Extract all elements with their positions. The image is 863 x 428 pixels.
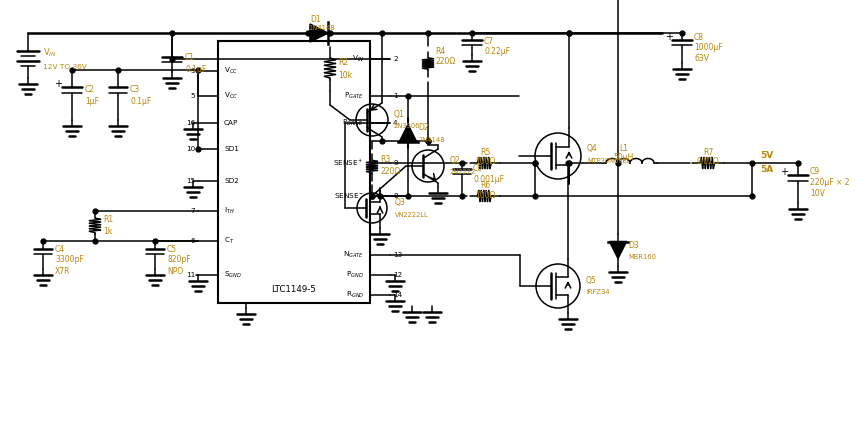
Text: D3: D3	[628, 241, 639, 250]
Text: R7: R7	[702, 149, 713, 158]
Text: 11: 11	[186, 272, 195, 278]
Text: 220Ω: 220Ω	[435, 57, 456, 66]
Text: 2: 2	[393, 56, 398, 62]
Text: VN2222LL: VN2222LL	[395, 212, 429, 218]
Text: C1: C1	[185, 54, 195, 62]
Text: +: +	[54, 79, 62, 89]
Text: Q5: Q5	[586, 276, 596, 285]
Text: CAP: CAP	[224, 120, 238, 126]
Text: 100Ω: 100Ω	[475, 190, 495, 199]
Text: 10k: 10k	[338, 71, 352, 80]
Text: 0.22μF: 0.22μF	[484, 48, 510, 56]
Text: 1μF: 1μF	[85, 96, 99, 105]
Text: D1: D1	[310, 15, 321, 24]
Text: C8: C8	[694, 33, 704, 42]
Text: V$_{CC}$: V$_{CC}$	[224, 91, 238, 101]
Text: 16: 16	[186, 120, 195, 126]
Text: 2N3906: 2N3906	[394, 123, 420, 129]
Text: 10V: 10V	[810, 190, 825, 199]
Text: +: +	[780, 167, 788, 177]
Text: NPO: NPO	[167, 267, 183, 276]
Text: +: +	[665, 32, 673, 42]
Text: SD2: SD2	[224, 178, 239, 184]
Text: 15: 15	[186, 178, 195, 184]
Text: C3: C3	[130, 86, 140, 95]
Text: 1k: 1k	[103, 228, 112, 237]
Text: R$_{GND}$: R$_{GND}$	[345, 290, 364, 300]
Text: 6: 6	[191, 238, 195, 244]
Text: 220μF × 2: 220μF × 2	[810, 178, 849, 187]
Text: 8: 8	[393, 193, 398, 199]
Text: 7: 7	[191, 208, 195, 214]
Text: 100Ω: 100Ω	[475, 158, 495, 166]
Text: R6: R6	[480, 181, 490, 190]
Text: SD1: SD1	[224, 146, 239, 152]
Text: V$_{IN}$: V$_{IN}$	[43, 47, 57, 59]
Text: L1: L1	[620, 145, 628, 154]
Text: C5: C5	[167, 244, 177, 253]
Text: 9: 9	[393, 160, 398, 166]
Text: I$_{TH}$: I$_{TH}$	[224, 206, 235, 216]
Text: 10: 10	[186, 146, 195, 152]
Text: Q3: Q3	[395, 199, 406, 208]
Text: 3300pF: 3300pF	[55, 256, 84, 265]
Text: 1N4148: 1N4148	[418, 137, 444, 143]
Text: SENSE$^-$: SENSE$^-$	[333, 191, 364, 200]
Text: R2: R2	[338, 59, 348, 68]
Text: MBR160: MBR160	[628, 254, 656, 260]
Text: SENSE$^+$: SENSE$^+$	[333, 158, 364, 168]
Text: P$_{DRIVE}$: P$_{DRIVE}$	[342, 118, 364, 128]
Text: N$_{GATE}$: N$_{GATE}$	[343, 250, 364, 260]
Text: 0.001μF: 0.001μF	[473, 175, 504, 184]
Text: Q4: Q4	[587, 143, 598, 152]
Text: S$_{GND}$: S$_{GND}$	[224, 270, 242, 280]
Text: C9: C9	[810, 167, 820, 176]
Bar	[218, 41, 370, 303]
Text: 1000μF: 1000μF	[694, 44, 722, 53]
Text: 5A: 5A	[760, 166, 773, 175]
Text: 220Ω: 220Ω	[380, 166, 400, 175]
Text: 3: 3	[191, 68, 195, 74]
Polygon shape	[609, 241, 627, 259]
Text: 12: 12	[393, 272, 402, 278]
Text: 820pF: 820pF	[167, 256, 191, 265]
Text: 1N4148: 1N4148	[308, 25, 335, 31]
Text: 5V: 5V	[760, 152, 773, 160]
Text: C2: C2	[85, 86, 95, 95]
Polygon shape	[310, 24, 328, 42]
Text: R3: R3	[380, 155, 390, 163]
Text: 14: 14	[393, 292, 402, 298]
Text: Q2: Q2	[450, 155, 461, 164]
Text: C6: C6	[473, 164, 483, 173]
Text: 12V TO 36V: 12V TO 36V	[43, 64, 87, 70]
Text: 0.02Ω: 0.02Ω	[696, 158, 720, 166]
Text: R1: R1	[103, 216, 113, 225]
Polygon shape	[400, 125, 417, 142]
Text: 2N2222: 2N2222	[450, 169, 476, 175]
Text: 0.1μF: 0.1μF	[185, 65, 206, 74]
Text: 4: 4	[393, 120, 398, 126]
Text: Q1: Q1	[394, 110, 405, 119]
Text: X7R: X7R	[55, 267, 71, 276]
Text: 63V: 63V	[694, 54, 709, 63]
Text: R5: R5	[480, 149, 490, 158]
Text: 1: 1	[393, 93, 398, 99]
Text: LTC1149-5: LTC1149-5	[272, 285, 317, 294]
Text: P$_{GND}$: P$_{GND}$	[346, 270, 364, 280]
Text: 13: 13	[393, 252, 402, 258]
Text: C7: C7	[484, 36, 494, 45]
Text: 5: 5	[191, 93, 195, 99]
Text: 0.1μF: 0.1μF	[130, 96, 151, 105]
Text: IRFZ34: IRFZ34	[586, 289, 609, 295]
Text: R4: R4	[435, 47, 445, 56]
Text: V$_{IN}$: V$_{IN}$	[352, 54, 364, 64]
Text: V$_{CC}$: V$_{CC}$	[224, 66, 238, 76]
Text: MTP30N06EL: MTP30N06EL	[587, 158, 630, 164]
Text: D2: D2	[418, 124, 429, 133]
Text: P$_{GATE}$: P$_{GATE}$	[343, 91, 364, 101]
Text: C$_T$: C$_T$	[224, 236, 235, 246]
Text: C4: C4	[55, 244, 65, 253]
Text: 50μH: 50μH	[614, 154, 634, 163]
